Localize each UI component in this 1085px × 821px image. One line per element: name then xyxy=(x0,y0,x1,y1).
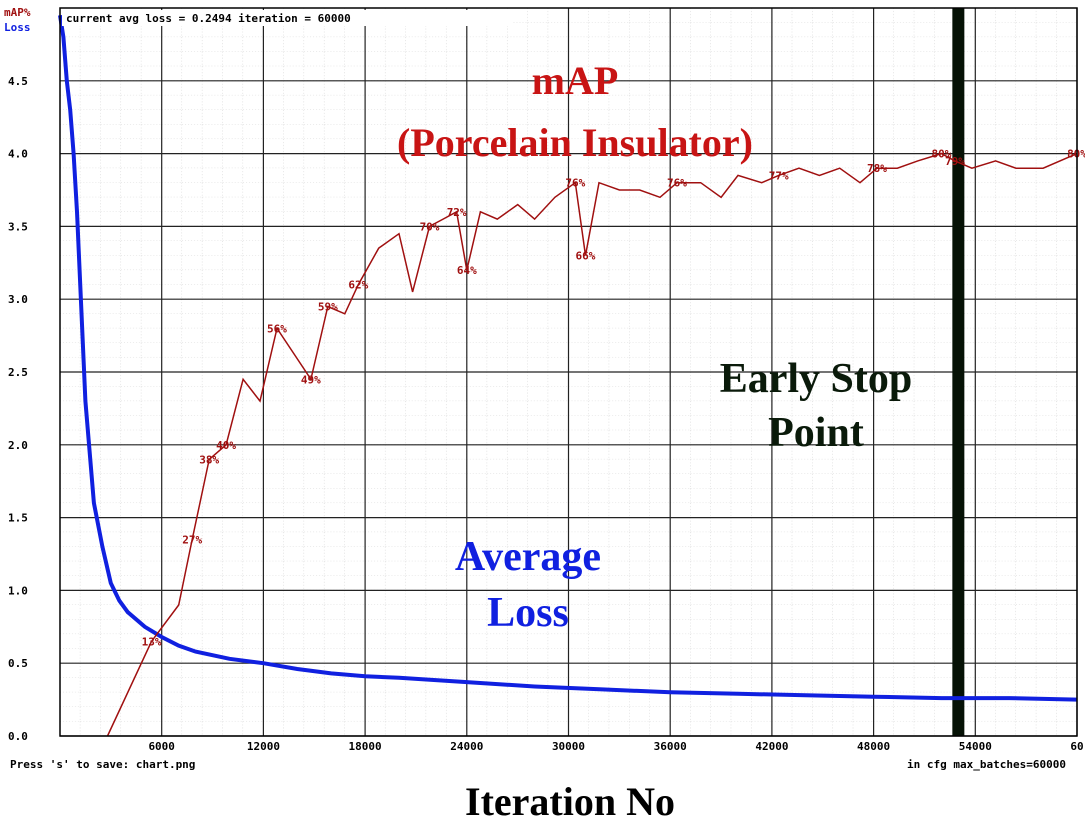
series-line xyxy=(58,14,1078,702)
x-tick-label: 6000 xyxy=(148,740,175,753)
data-label: 49% xyxy=(301,373,321,386)
x-tick-label: 48000 xyxy=(857,740,890,753)
data-label: 80% xyxy=(931,148,951,161)
annotation: (Porcelain Insulator) xyxy=(397,120,753,165)
data-label: 80% xyxy=(1067,148,1085,161)
annotation: mAP xyxy=(532,58,619,103)
data-label: 27% xyxy=(182,533,202,546)
x-tick-label: 24000 xyxy=(450,740,483,753)
data-label: 66% xyxy=(576,250,596,263)
x-tick-label: 12000 xyxy=(247,740,280,753)
y-tick-label: 4.5 xyxy=(8,75,28,88)
data-label: 56% xyxy=(267,322,287,335)
y-tick-label: 0.5 xyxy=(8,657,28,670)
y-tick-label: 3.0 xyxy=(8,293,28,306)
annotation: Point xyxy=(768,410,864,456)
x-tick-label: 60 xyxy=(1070,740,1083,753)
data-label: 40% xyxy=(216,439,236,452)
data-label: 59% xyxy=(318,300,338,313)
annotation: Loss xyxy=(487,590,569,636)
x-axis-label: Iteration No xyxy=(465,779,675,821)
header: current avg loss = 0.2494 iteration = 60… xyxy=(66,12,351,25)
y-label-top: mAP% xyxy=(4,6,31,19)
data-label: 70% xyxy=(420,220,440,233)
y-tick-label: 3.5 xyxy=(8,220,28,233)
data-label: 76% xyxy=(667,177,687,190)
x-tick-label: 36000 xyxy=(654,740,687,753)
x-tick-label: 30000 xyxy=(552,740,585,753)
footer-left: Press 's' to save: chart.png xyxy=(10,758,195,771)
data-label: 64% xyxy=(457,264,477,277)
y-label-bottom: Loss xyxy=(4,21,31,34)
y-tick-label: 2.5 xyxy=(8,366,28,379)
y-tick-label: 1.5 xyxy=(8,512,28,525)
y-tick-label: 4.0 xyxy=(8,148,28,161)
header-bg xyxy=(62,10,512,26)
data-label: 76% xyxy=(565,177,585,190)
x-tick-label: 18000 xyxy=(349,740,382,753)
data-label: 62% xyxy=(348,279,368,292)
plot-frame xyxy=(59,7,1078,737)
data-label: 72% xyxy=(447,206,467,219)
y-tick-label: 1.0 xyxy=(8,584,28,597)
annotation: Early Stop xyxy=(720,356,913,402)
series-line xyxy=(106,152,1078,737)
y-tick-label: 2.0 xyxy=(8,439,28,452)
x-tick-label: 54000 xyxy=(959,740,992,753)
data-label: 77% xyxy=(769,169,789,182)
y-tick-label: 0.0 xyxy=(8,730,28,743)
x-tick-label: 42000 xyxy=(755,740,788,753)
footer-right: in cfg max_batches=60000 xyxy=(907,758,1066,771)
data-label: 78% xyxy=(867,162,887,175)
annotation: Average xyxy=(455,534,601,580)
data-label: 79% xyxy=(945,155,965,168)
data-label: 38% xyxy=(199,453,219,466)
data-label: 13% xyxy=(142,635,162,648)
